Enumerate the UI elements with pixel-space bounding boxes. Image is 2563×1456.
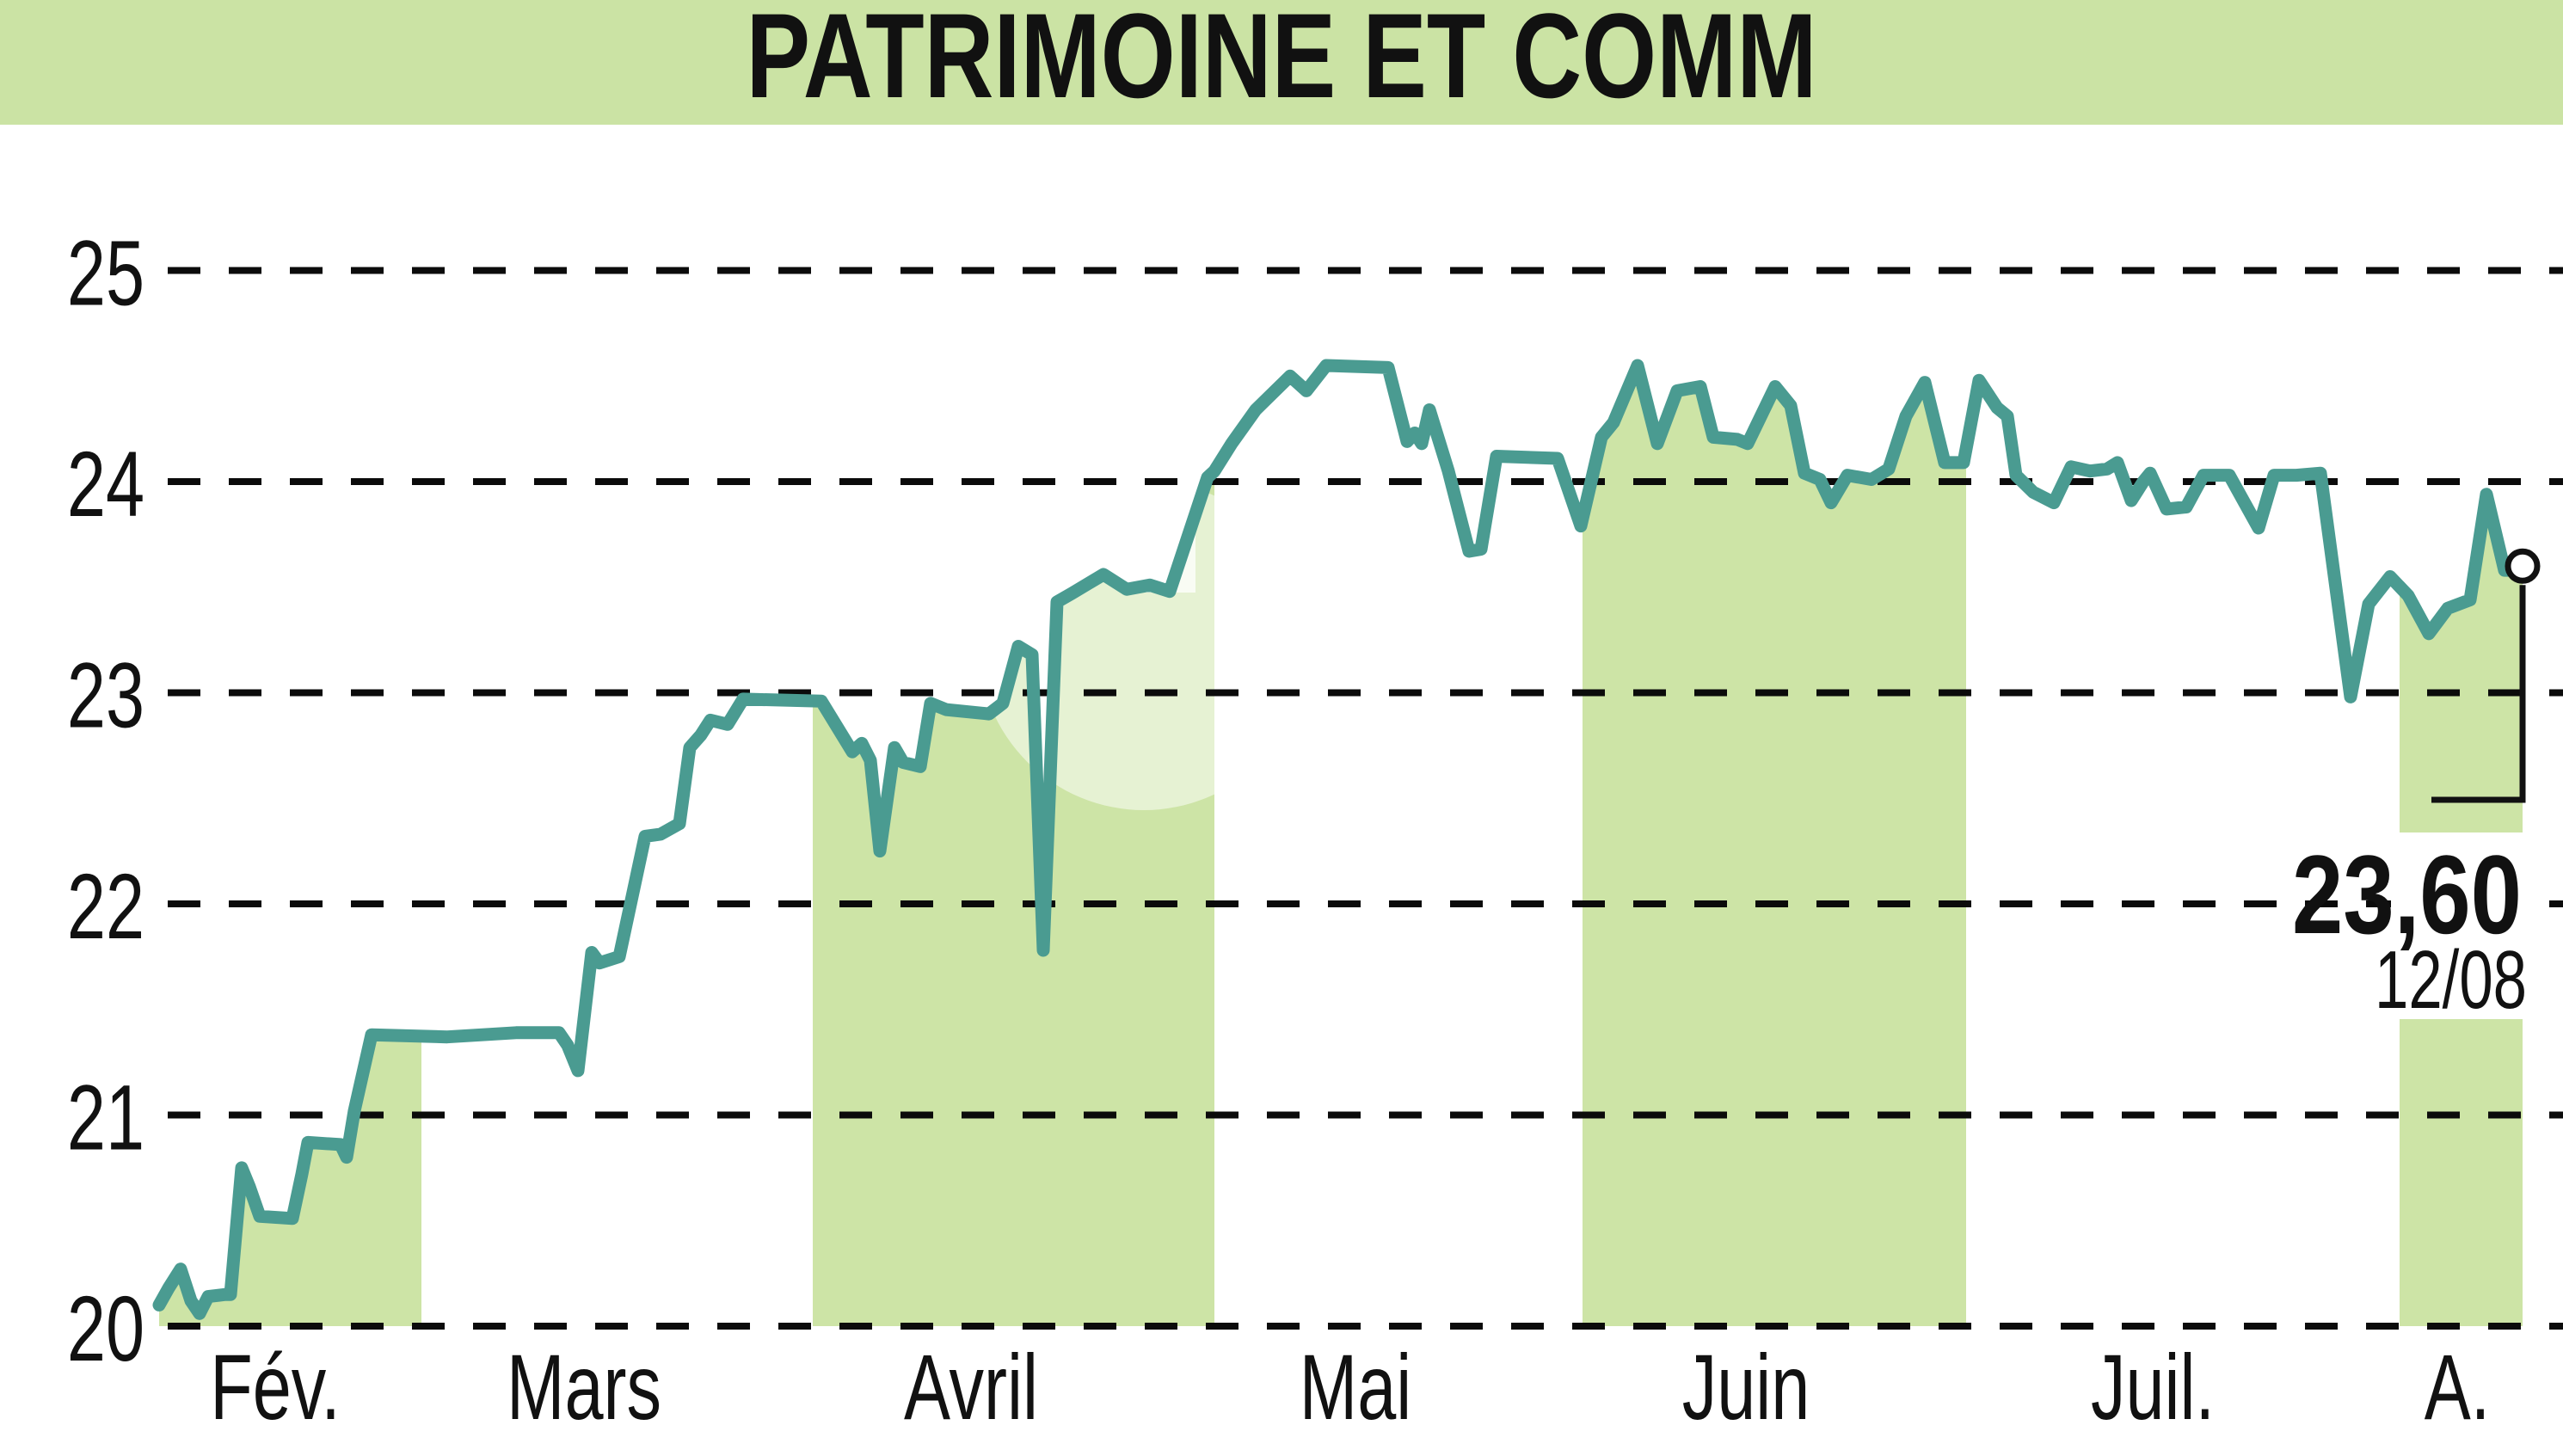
y-tick-label: 23 (67, 644, 144, 747)
price-line (152, 359, 2529, 1320)
y-tick-label: 24 (67, 433, 144, 537)
y-tick-label: 25 (67, 222, 144, 325)
month-label: Fév. (210, 1336, 340, 1440)
y-tick-label: 21 (67, 1066, 144, 1170)
x-axis-month-labels: Fév. Mars Avril Mai Juin Juil. A. (210, 1336, 2490, 1440)
month-label: Juin (1682, 1336, 1810, 1440)
y-tick-label: 22 (67, 856, 144, 959)
month-label: Mars (507, 1336, 661, 1440)
last-price-marker (2505, 548, 2541, 584)
price-callout-bracket (2431, 585, 2526, 803)
last-price-date: 12/08 (2375, 934, 2527, 1026)
chart-title: PATRIMOINE ET COMM (747, 0, 1817, 123)
month-label: Avril (904, 1336, 1038, 1440)
y-gridlines (168, 267, 2563, 1330)
month-label: Juil. (2091, 1336, 2215, 1440)
last-price-label: 23,60 (2292, 832, 2522, 957)
month-label: A. (2425, 1336, 2491, 1440)
y-tick-label: 20 (67, 1278, 144, 1381)
watermark-circle (979, 480, 1309, 810)
month-label: Mai (1300, 1336, 1411, 1440)
y-axis-labels: 25 24 23 22 21 20 (67, 222, 144, 1380)
price-label-box (2391, 832, 2533, 1019)
header-bar (0, 0, 2563, 125)
